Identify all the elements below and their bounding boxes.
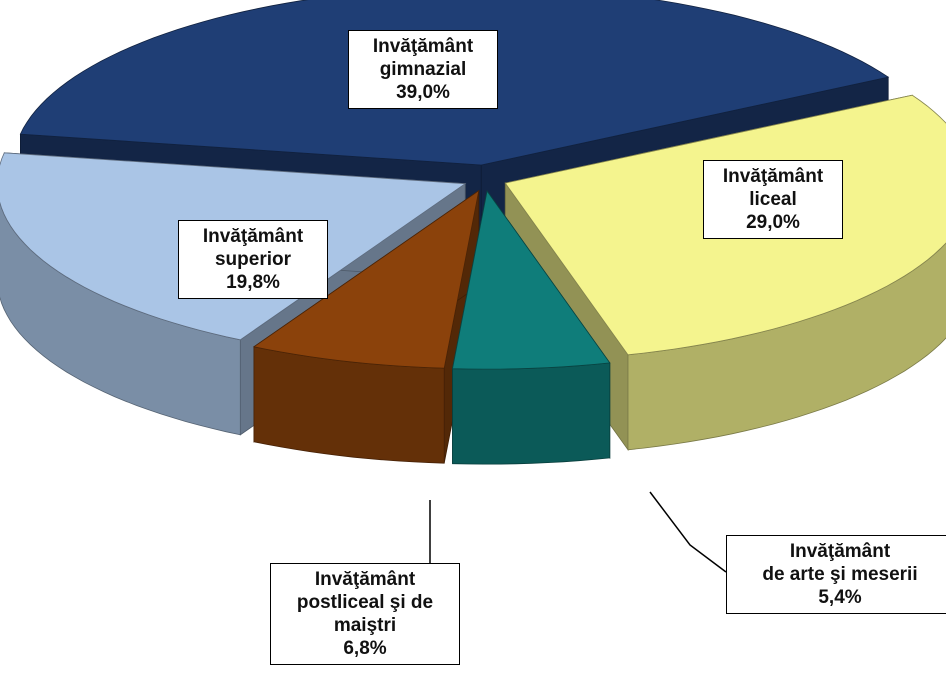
value-label: 39,0% bbox=[396, 82, 450, 103]
slice-side bbox=[452, 362, 611, 465]
slice-label: Invăţământ superior 19,8% bbox=[178, 220, 328, 299]
value-label: 6,8% bbox=[343, 638, 387, 659]
category-label: Invăţământ gimnazial bbox=[372, 36, 474, 80]
slice-label: Invăţământ postliceal şi de maiştri 6,8% bbox=[270, 563, 460, 665]
slice bbox=[252, 189, 480, 369]
category-label: Invăţământ superior bbox=[202, 226, 304, 270]
value-label: 19,8% bbox=[226, 272, 280, 293]
leader-line bbox=[649, 491, 727, 573]
slice-label: Invăţământ liceal 29,0% bbox=[703, 160, 843, 239]
category-label: Invăţământ postliceal şi de maiştri bbox=[296, 569, 434, 636]
category-label: Invăţământ de arte şi meserii bbox=[762, 541, 918, 585]
category-label: Invăţământ liceal bbox=[722, 166, 824, 210]
slice bbox=[452, 190, 611, 370]
value-label: 5,4% bbox=[818, 587, 862, 608]
slice-label: Invăţământ de arte şi meserii 5,4% bbox=[726, 535, 946, 614]
slice-label: Invăţământ gimnazial 39,0% bbox=[348, 30, 498, 109]
value-label: 29,0% bbox=[746, 212, 800, 233]
